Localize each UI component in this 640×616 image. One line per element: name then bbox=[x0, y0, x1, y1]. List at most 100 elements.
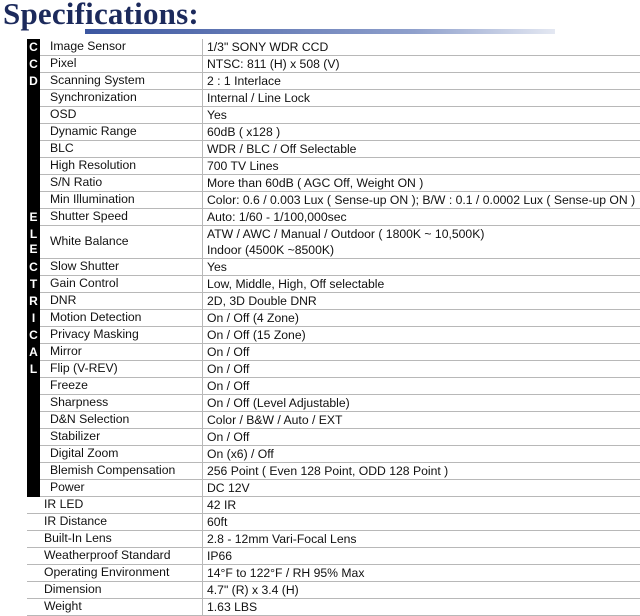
spec-value: 256 Point ( Even 128 Point, ODD 128 Poin… bbox=[203, 463, 640, 480]
spec-value: Yes bbox=[203, 107, 640, 124]
spec-value: ATW / AWC / Manual / Outdoor ( 1800K ~ 1… bbox=[203, 226, 640, 259]
spec-label: Image Sensor bbox=[40, 39, 203, 56]
section-marker bbox=[27, 158, 40, 175]
spec-value-line: Indoor (4500K ~8500K) bbox=[207, 242, 640, 258]
spec-value-line: Color / B&W / Auto / EXT bbox=[207, 412, 640, 428]
section-marker: C bbox=[27, 56, 40, 73]
spec-value-line: On / Off bbox=[207, 344, 640, 360]
section-marker bbox=[27, 531, 40, 548]
spec-label: Pixel bbox=[40, 56, 203, 73]
section-marker: A bbox=[27, 344, 40, 361]
spec-value: DC 12V bbox=[203, 480, 640, 497]
spec-label: Synchronization bbox=[40, 90, 203, 107]
section-marker bbox=[27, 175, 40, 192]
spec-label: Blemish Compensation bbox=[40, 463, 203, 480]
spec-value-line: 60ft bbox=[207, 514, 640, 530]
spec-label: Motion Detection bbox=[40, 310, 203, 327]
spec-label: Min Illumination bbox=[40, 192, 203, 209]
section-marker bbox=[27, 565, 40, 582]
spec-value: 2D, 3D Double DNR bbox=[203, 293, 640, 310]
section-marker: L bbox=[27, 361, 40, 378]
section-marker bbox=[27, 446, 40, 463]
spec-value: 42 IR bbox=[203, 497, 640, 514]
spec-value: NTSC: 811 (H) x 508 (V) bbox=[203, 56, 640, 73]
section-marker bbox=[27, 514, 40, 531]
spec-value-line: 2.8 - 12mm Vari-Focal Lens bbox=[207, 531, 640, 547]
spec-value-line: DC 12V bbox=[207, 480, 640, 496]
spec-value: 4.7" (R) x 3.4 (H) bbox=[203, 582, 640, 599]
spec-value: 2.8 - 12mm Vari-Focal Lens bbox=[203, 531, 640, 548]
spec-value: On / Off (15 Zone) bbox=[203, 327, 640, 344]
spec-value: On / Off bbox=[203, 429, 640, 446]
section-marker: C bbox=[27, 39, 40, 56]
section-marker: C bbox=[27, 259, 40, 276]
spec-value: 1/3" SONY WDR CCD bbox=[203, 39, 640, 56]
spec-label: Digital Zoom bbox=[40, 446, 203, 463]
section-marker bbox=[27, 599, 40, 616]
spec-value-line: 60dB ( x128 ) bbox=[207, 124, 640, 140]
spec-value-line: On (x6) / Off bbox=[207, 446, 640, 462]
spec-value-line: NTSC: 811 (H) x 508 (V) bbox=[207, 56, 640, 72]
spec-label: DNR bbox=[40, 293, 203, 310]
spec-label: Freeze bbox=[40, 378, 203, 395]
spec-value: Color: 0.6 / 0.003 Lux ( Sense-up ON ); … bbox=[203, 192, 640, 209]
spec-value-line: 14°F to 122°F / RH 95% Max bbox=[207, 565, 640, 581]
spec-label: Flip (V-REV) bbox=[40, 361, 203, 378]
spec-value: 14°F to 122°F / RH 95% Max bbox=[203, 565, 640, 582]
spec-label: D&N Selection bbox=[40, 412, 203, 429]
spec-label: Slow Shutter bbox=[40, 259, 203, 276]
spec-value-line: WDR / BLC / Off Selectable bbox=[207, 141, 640, 157]
spec-value: IP66 bbox=[203, 548, 640, 565]
section-marker bbox=[27, 90, 40, 107]
spec-value-line: On / Off (15 Zone) bbox=[207, 327, 640, 343]
spec-label: High Resolution bbox=[40, 158, 203, 175]
spec-label: Shutter Speed bbox=[40, 209, 203, 226]
section-marker: E bbox=[27, 209, 40, 226]
section-marker bbox=[27, 582, 40, 599]
spec-value: Auto: 1/60 - 1/100,000sec bbox=[203, 209, 640, 226]
section-marker bbox=[27, 395, 40, 412]
spec-value-line: Low, Middle, High, Off selectable bbox=[207, 276, 640, 292]
spec-label: White Balance bbox=[40, 226, 203, 259]
spec-label: Weight bbox=[40, 599, 203, 616]
spec-value-line: On / Off bbox=[207, 378, 640, 394]
section-marker bbox=[27, 107, 40, 124]
spec-value-line: 700 TV Lines bbox=[207, 158, 640, 174]
spec-value-line: 256 Point ( Even 128 Point, ODD 128 Poin… bbox=[207, 463, 640, 479]
section-marker bbox=[27, 480, 40, 497]
spec-value: 60dB ( x128 ) bbox=[203, 124, 640, 141]
spec-value-line: 2 : 1 Interlace bbox=[207, 73, 640, 89]
title-underline bbox=[85, 29, 555, 34]
section-marker bbox=[27, 124, 40, 141]
spec-value-line: Yes bbox=[207, 259, 640, 275]
spec-label: Sharpness bbox=[40, 395, 203, 412]
spec-label: S/N Ratio bbox=[40, 175, 203, 192]
spec-value: On (x6) / Off bbox=[203, 446, 640, 463]
spec-value: Color / B&W / Auto / EXT bbox=[203, 412, 640, 429]
spec-label: Dimension bbox=[40, 582, 203, 599]
